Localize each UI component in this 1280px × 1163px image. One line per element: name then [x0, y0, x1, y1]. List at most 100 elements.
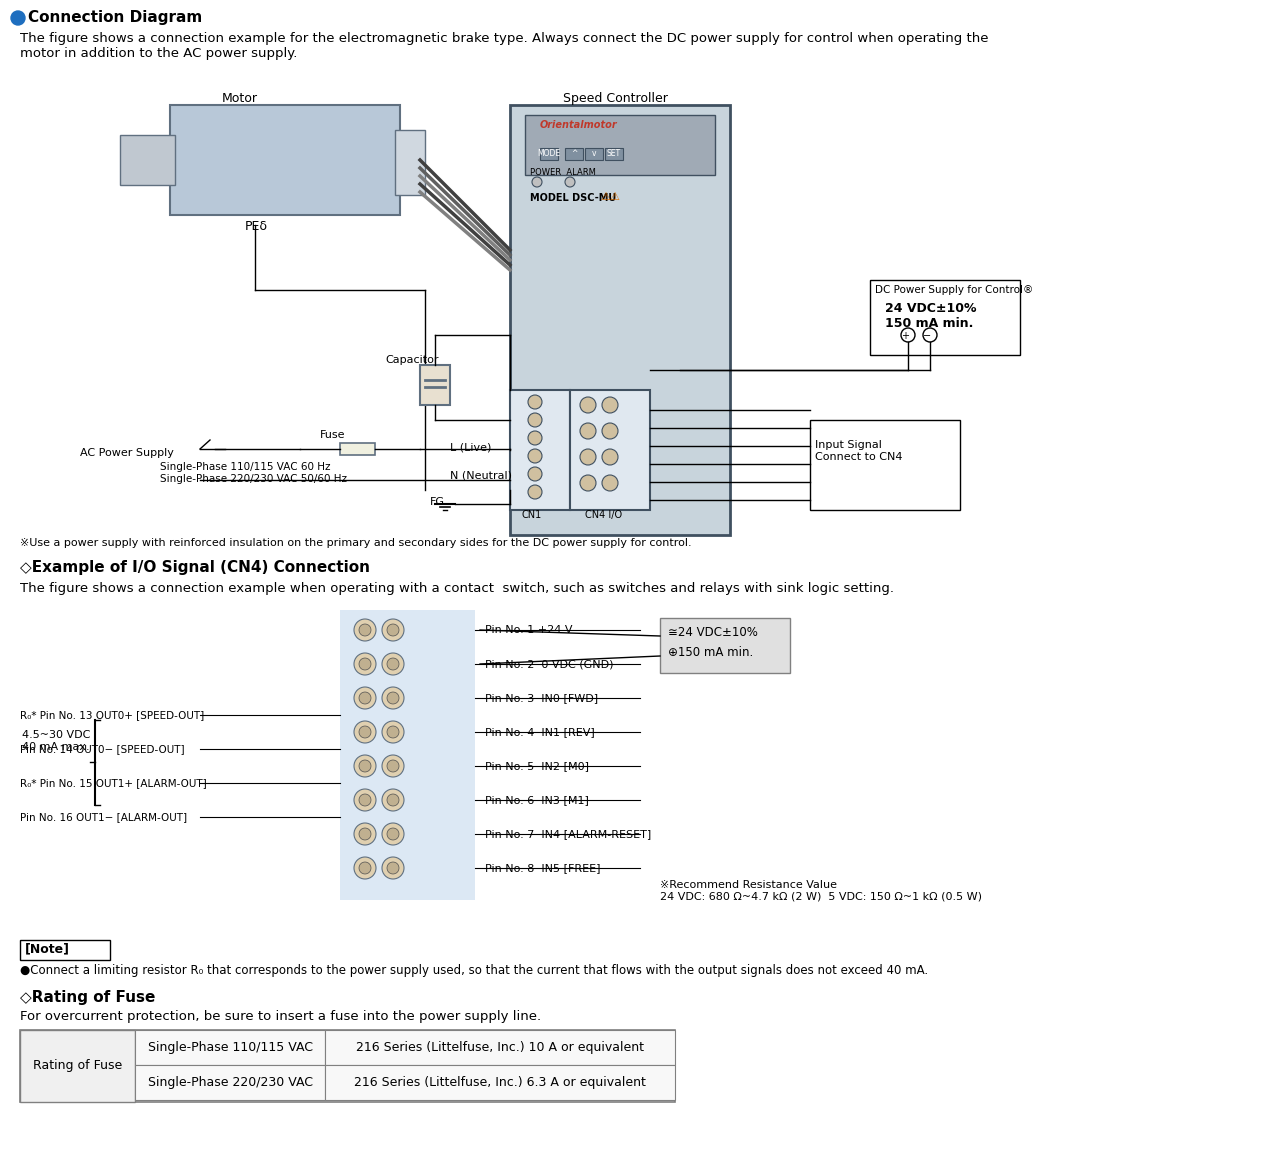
Text: L (Live): L (Live) [451, 442, 492, 452]
Circle shape [381, 823, 404, 846]
Bar [20, 940, 110, 959]
Circle shape [580, 475, 596, 491]
Circle shape [12, 10, 26, 24]
Circle shape [355, 619, 376, 641]
Text: 216 Series (Littelfuse, Inc.) 10 A or equivalent: 216 Series (Littelfuse, Inc.) 10 A or eq… [356, 1041, 644, 1054]
Circle shape [355, 652, 376, 675]
Circle shape [529, 468, 541, 481]
Circle shape [381, 857, 404, 879]
Circle shape [387, 828, 399, 840]
Bar [660, 618, 790, 673]
Text: Pin No. 7  IN4 [ALARM-RESET]: Pin No. 7 IN4 [ALARM-RESET] [485, 829, 652, 839]
Text: CN1: CN1 [522, 511, 543, 520]
Text: Pin No. 6  IN3 [M1]: Pin No. 6 IN3 [M1] [485, 795, 589, 805]
Text: 24 VDC±10%
150 mA min.: 24 VDC±10% 150 mA min. [884, 302, 977, 330]
Bar [570, 390, 650, 511]
Text: R₀* Pin No. 15 OUT1+ [ALARM-OUT]: R₀* Pin No. 15 OUT1+ [ALARM-OUT] [20, 778, 207, 789]
Text: Pin No. 8  IN5 [FREE]: Pin No. 8 IN5 [FREE] [485, 863, 600, 873]
Circle shape [387, 658, 399, 670]
Circle shape [529, 395, 541, 409]
Circle shape [387, 862, 399, 875]
Circle shape [529, 413, 541, 427]
Text: ⚠⚠: ⚠⚠ [600, 192, 620, 202]
Circle shape [529, 449, 541, 463]
Circle shape [355, 823, 376, 846]
Circle shape [602, 423, 618, 438]
Text: Input Signal
Connect to CN4: Input Signal Connect to CN4 [815, 440, 902, 462]
Circle shape [532, 177, 541, 187]
Text: FG: FG [430, 497, 445, 507]
Circle shape [355, 857, 376, 879]
Circle shape [358, 759, 371, 772]
Text: ^: ^ [571, 149, 577, 158]
Text: +: + [901, 331, 909, 341]
Circle shape [358, 726, 371, 739]
Circle shape [529, 431, 541, 445]
Bar [340, 443, 375, 455]
Bar [325, 1065, 675, 1100]
Text: Capacitor: Capacitor [385, 355, 439, 365]
Text: ※Recommend Resistance Value
24 VDC: 680 Ω~4.7 kΩ (2 W)  5 VDC: 150 Ω~1 kΩ (0.5 W: ※Recommend Resistance Value 24 VDC: 680 … [660, 880, 982, 901]
Text: Single-Phase 110/115 VAC: Single-Phase 110/115 VAC [147, 1041, 312, 1054]
Circle shape [529, 485, 541, 499]
Text: N (Neutral): N (Neutral) [451, 470, 512, 480]
Circle shape [580, 423, 596, 438]
Circle shape [358, 692, 371, 704]
Text: POWER  ALARM: POWER ALARM [530, 167, 596, 177]
Circle shape [355, 755, 376, 777]
Text: PEδ: PEδ [244, 220, 268, 233]
Bar [564, 148, 582, 160]
Bar [20, 1030, 675, 1103]
Bar [585, 148, 603, 160]
Circle shape [602, 449, 618, 465]
Text: ※Use a power supply with reinforced insulation on the primary and secondary side: ※Use a power supply with reinforced insu… [20, 538, 691, 548]
Circle shape [358, 828, 371, 840]
Circle shape [602, 397, 618, 413]
Circle shape [381, 652, 404, 675]
Text: Speed Controller: Speed Controller [563, 92, 667, 105]
Bar [20, 1030, 134, 1103]
Text: DC Power Supply for Control®: DC Power Supply for Control® [876, 285, 1033, 295]
Bar [810, 420, 960, 511]
Circle shape [358, 658, 371, 670]
Circle shape [381, 789, 404, 811]
Bar [509, 105, 730, 535]
Bar [396, 130, 425, 195]
Bar [340, 611, 475, 900]
Text: Pin No. 1 +24 V: Pin No. 1 +24 V [485, 625, 572, 635]
Text: 216 Series (Littelfuse, Inc.) 6.3 A or equivalent: 216 Series (Littelfuse, Inc.) 6.3 A or e… [355, 1076, 646, 1089]
Bar [325, 1030, 675, 1065]
Bar [870, 280, 1020, 355]
Circle shape [381, 721, 404, 743]
Circle shape [564, 177, 575, 187]
Bar [509, 390, 570, 511]
Bar [170, 105, 399, 215]
Circle shape [381, 755, 404, 777]
Text: Fuse: Fuse [320, 430, 346, 440]
Text: Pin No. 4  IN1 [REV]: Pin No. 4 IN1 [REV] [485, 727, 595, 737]
Circle shape [387, 692, 399, 704]
Text: MODEL DSC-MU: MODEL DSC-MU [530, 193, 616, 204]
Text: Single-Phase 220/230 VAC 50/60 Hz: Single-Phase 220/230 VAC 50/60 Hz [160, 475, 347, 484]
Text: ◇Example of I/O Signal (CN4) Connection: ◇Example of I/O Signal (CN4) Connection [20, 561, 370, 575]
Bar [120, 135, 175, 185]
Circle shape [355, 687, 376, 709]
Circle shape [387, 759, 399, 772]
Circle shape [358, 794, 371, 806]
Text: ●Connect a limiting resistor R₀ that corresponds to the power supply used, so th: ●Connect a limiting resistor R₀ that cor… [20, 964, 928, 977]
Bar [134, 1065, 325, 1100]
Circle shape [387, 726, 399, 739]
Circle shape [580, 449, 596, 465]
Circle shape [358, 625, 371, 636]
Bar [605, 148, 623, 160]
Text: Single-Phase 110/115 VAC 60 Hz: Single-Phase 110/115 VAC 60 Hz [160, 462, 330, 472]
Bar [134, 1030, 325, 1065]
Text: Orientalmotor: Orientalmotor [540, 120, 618, 130]
Text: Pin No. 14 OUT0− [SPEED-OUT]: Pin No. 14 OUT0− [SPEED-OUT] [20, 744, 184, 754]
Text: v: v [591, 149, 596, 158]
Text: The figure shows a connection example for the electromagnetic brake type. Always: The figure shows a connection example fo… [20, 33, 988, 60]
Text: Pin No. 3  IN0 [FWD]: Pin No. 3 IN0 [FWD] [485, 693, 598, 702]
Text: ⊕150 mA min.: ⊕150 mA min. [668, 645, 753, 659]
Circle shape [355, 721, 376, 743]
Circle shape [358, 862, 371, 875]
